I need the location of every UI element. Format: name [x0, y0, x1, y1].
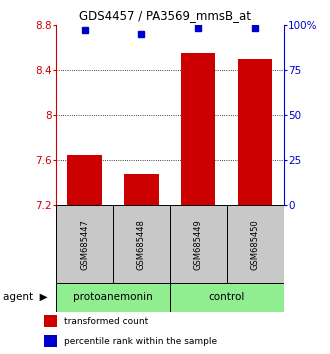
Text: control: control [209, 292, 245, 302]
Bar [45, 335, 57, 347]
Bar [45, 315, 57, 327]
Bar [67, 155, 102, 205]
Text: GDS4457 / PA3569_mmsB_at: GDS4457 / PA3569_mmsB_at [79, 9, 251, 22]
Text: GSM685448: GSM685448 [137, 219, 146, 270]
Bar [238, 59, 273, 205]
Bar [170, 205, 227, 283]
Bar [124, 174, 158, 205]
Bar [182, 53, 215, 205]
Text: protoanemonin: protoanemonin [73, 292, 153, 302]
Text: GSM685450: GSM685450 [251, 219, 260, 270]
Text: percentile rank within the sample: percentile rank within the sample [64, 337, 217, 346]
Bar [56, 283, 170, 312]
Text: agent  ▶: agent ▶ [3, 292, 48, 302]
Text: GSM685449: GSM685449 [194, 219, 203, 270]
Text: transformed count: transformed count [64, 317, 148, 326]
Text: GSM685447: GSM685447 [80, 219, 89, 270]
Bar [113, 205, 170, 283]
Bar [227, 205, 284, 283]
Bar [170, 283, 284, 312]
Bar [56, 205, 113, 283]
